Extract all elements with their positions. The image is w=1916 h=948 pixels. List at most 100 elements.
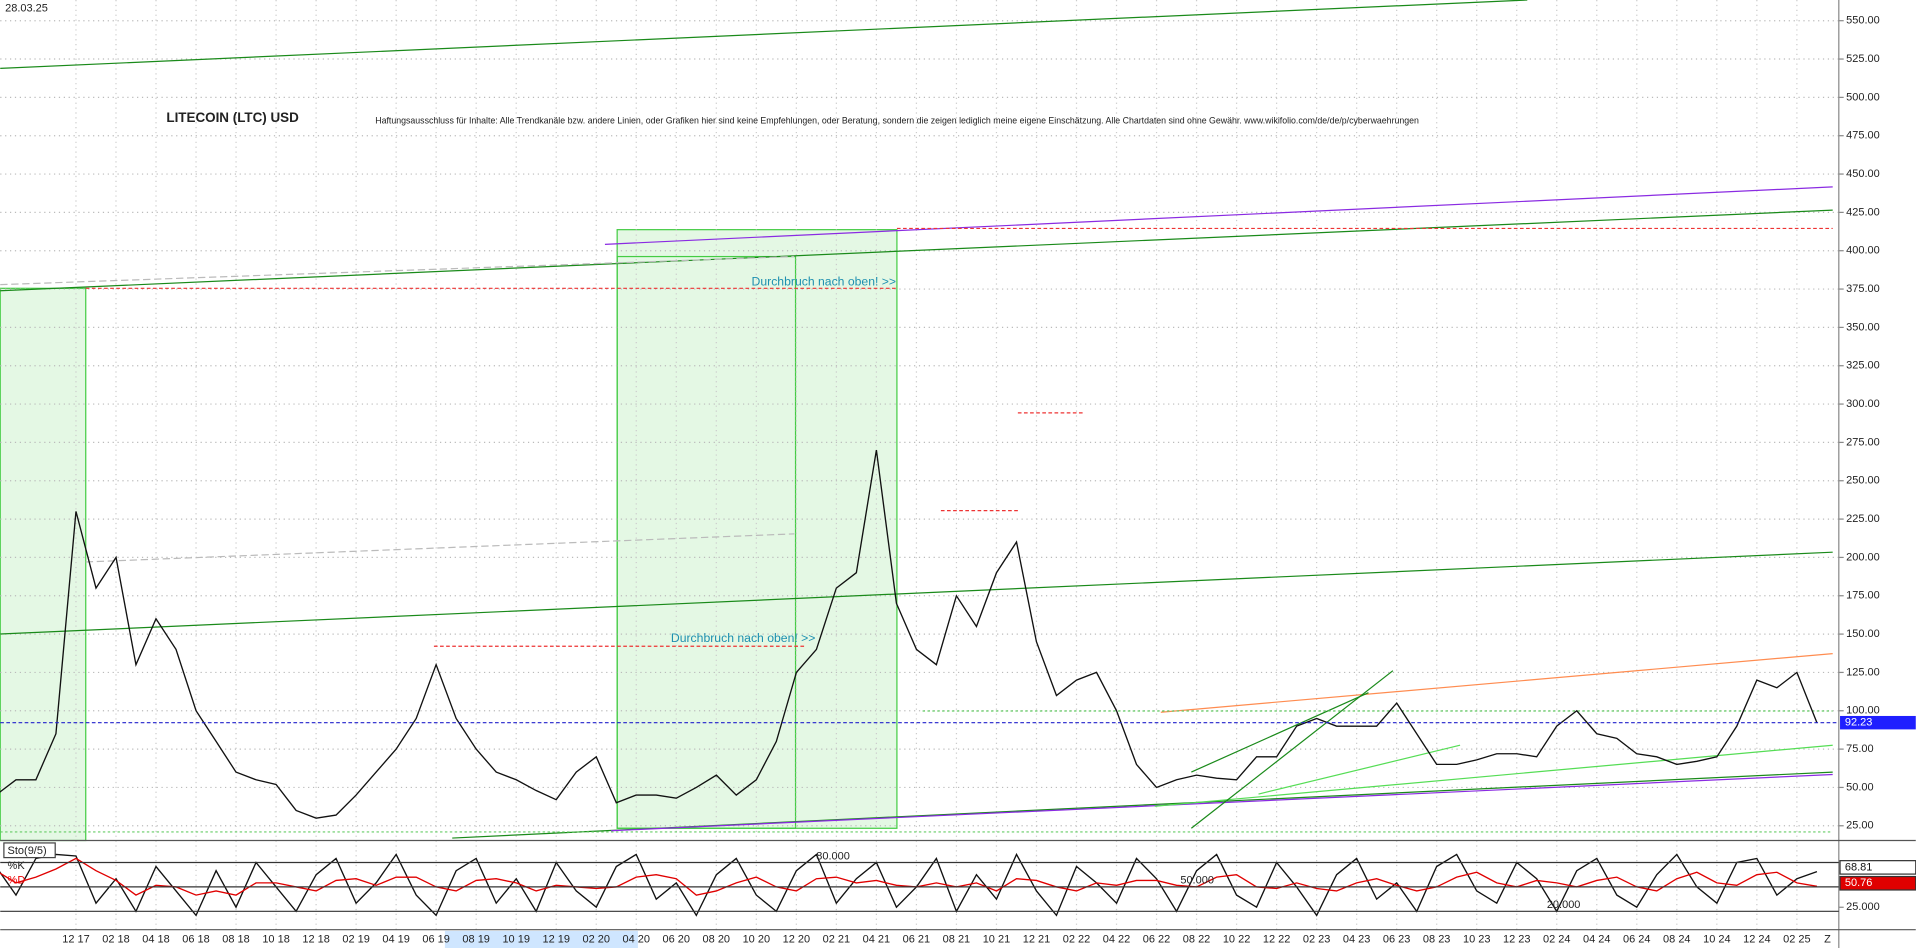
zone <box>616 255 797 829</box>
last-price-box <box>1840 715 1916 730</box>
trend-line <box>0 209 1833 292</box>
trend-line <box>0 0 1528 70</box>
x-tick-label: 10 18 <box>262 933 289 945</box>
x-tick-label: 08 20 <box>703 933 731 945</box>
level-label: 50.000 <box>1180 875 1214 887</box>
x-tick-label: 04 22 <box>1103 933 1131 945</box>
x-tick-label: 10 24 <box>1703 933 1730 945</box>
y-tick-label: 200.00 <box>1846 551 1880 563</box>
x-tick-label: 06 20 <box>663 933 691 945</box>
y-tick-label: 100.00 <box>1846 705 1880 717</box>
trend-line <box>1154 744 1833 807</box>
legend-entry: %D <box>8 875 26 887</box>
y-tick-label: 250.00 <box>1846 475 1880 487</box>
y-tick-label: 325.00 <box>1846 360 1880 372</box>
x-tick-label: 02 24 <box>1543 933 1570 945</box>
x-tick-label: 04 18 <box>142 933 169 945</box>
x-tick-label: 02 18 <box>102 933 130 945</box>
y-tick-label: 225.00 <box>1846 513 1880 525</box>
x-tick-label: 12 23 <box>1503 933 1530 945</box>
y-tick-label: 25.000 <box>1846 901 1880 913</box>
x-tick-label: 04 19 <box>382 933 410 945</box>
x-tick-label: 02 23 <box>1303 933 1330 945</box>
series-line <box>0 449 1818 819</box>
grid <box>0 0 1839 930</box>
level-label: 20.000 <box>1547 899 1581 911</box>
annotation: Durchbruch nach oben! >> <box>752 274 897 288</box>
x-tick-label: 10 20 <box>743 933 771 945</box>
trend-lines <box>0 0 1833 839</box>
trend-line <box>0 551 1833 635</box>
trend-line <box>604 186 1833 245</box>
x-tick-label: 12 17 <box>62 933 90 945</box>
y-tick-label: 400.00 <box>1846 245 1880 257</box>
last-price-label: 92.23 <box>1845 717 1873 729</box>
x-tick-label: 10 19 <box>502 933 530 945</box>
x-tick-label: 08 18 <box>222 933 250 945</box>
trend-line <box>1191 692 1369 773</box>
y-tick-label: 300.00 <box>1846 398 1880 410</box>
trend-line <box>0 255 795 286</box>
date-highlight <box>444 930 638 948</box>
x-tick-label: 08 22 <box>1183 933 1211 945</box>
x-tick-label: 08 21 <box>943 933 971 945</box>
series-line <box>0 852 1818 917</box>
x-tick-label: 06 21 <box>903 933 931 945</box>
x-tick-label: 12 24 <box>1743 933 1771 945</box>
trend-line <box>1258 744 1461 795</box>
x-tick-label: 06 19 <box>422 933 450 945</box>
x-tick-label: 06 18 <box>182 933 210 945</box>
y-tick-label: 450.00 <box>1846 168 1880 180</box>
x-tick-label: 12 18 <box>302 933 330 945</box>
x-tick-label: 08 24 <box>1663 933 1690 945</box>
y-tick-label: 275.00 <box>1846 436 1880 448</box>
y-tick-label: 425.00 <box>1846 206 1880 218</box>
trend-line <box>611 773 1833 832</box>
x-tick-label: 10 23 <box>1463 933 1490 945</box>
y-tick-label: 25.00 <box>1846 820 1874 832</box>
x-tick-label: 06 24 <box>1623 933 1651 945</box>
y-tick-label: 375.00 <box>1846 283 1880 295</box>
legend-entry: %K <box>8 860 26 872</box>
x-tick-label: 06 23 <box>1383 933 1410 945</box>
y-tick-label: 475.00 <box>1846 130 1880 142</box>
x-tick-label: 12 22 <box>1263 933 1290 945</box>
y-tick-label: 350.00 <box>1846 321 1880 333</box>
zone <box>616 229 898 829</box>
y-tick-label: 175.00 <box>1846 590 1880 602</box>
x-tick-label: 02 21 <box>823 933 851 945</box>
x-tick-label: 04 23 <box>1343 933 1370 945</box>
x-tick-label: 10 21 <box>983 933 1011 945</box>
x-tick-label: 12 21 <box>1023 933 1051 945</box>
x-end-label: Z <box>1824 933 1831 945</box>
trend-line <box>85 533 795 563</box>
indicator-label: Sto(9/5) <box>8 845 47 857</box>
x-tick-label: 12 19 <box>542 933 570 945</box>
annotation: Durchbruch nach oben! >> <box>671 631 816 645</box>
chart-title: LITECOIN (LTC) USD <box>166 110 299 125</box>
level-label: 80.000 <box>816 850 850 862</box>
y-tick-label: 125.00 <box>1846 666 1880 678</box>
x-tick-label: 10 22 <box>1223 933 1251 945</box>
x-tick-label: 04 21 <box>863 933 891 945</box>
date: 28.03.25 <box>5 2 48 14</box>
y-tick-label: 500.00 <box>1846 91 1880 103</box>
y-tick-label: 525.00 <box>1846 53 1880 65</box>
series-line <box>0 857 1818 896</box>
zone <box>0 287 87 842</box>
y-tick-label: 50.00 <box>1846 781 1874 793</box>
x-tick-label: 02 19 <box>342 933 370 945</box>
last-value-label: 68.81 <box>1845 861 1873 873</box>
trend-line <box>1160 652 1833 713</box>
indicator-box <box>3 842 56 859</box>
x-tick-label: 06 22 <box>1143 933 1171 945</box>
last-value-label: 50.76 <box>1845 877 1873 889</box>
disclaimer: Haftungsausschluss für Inhalte: Alle Tre… <box>375 115 1419 125</box>
plot <box>0 449 1818 917</box>
x-tick-label: 08 23 <box>1423 933 1450 945</box>
x-tick-label: 04 24 <box>1583 933 1610 945</box>
x-tick-label: 02 22 <box>1063 933 1091 945</box>
